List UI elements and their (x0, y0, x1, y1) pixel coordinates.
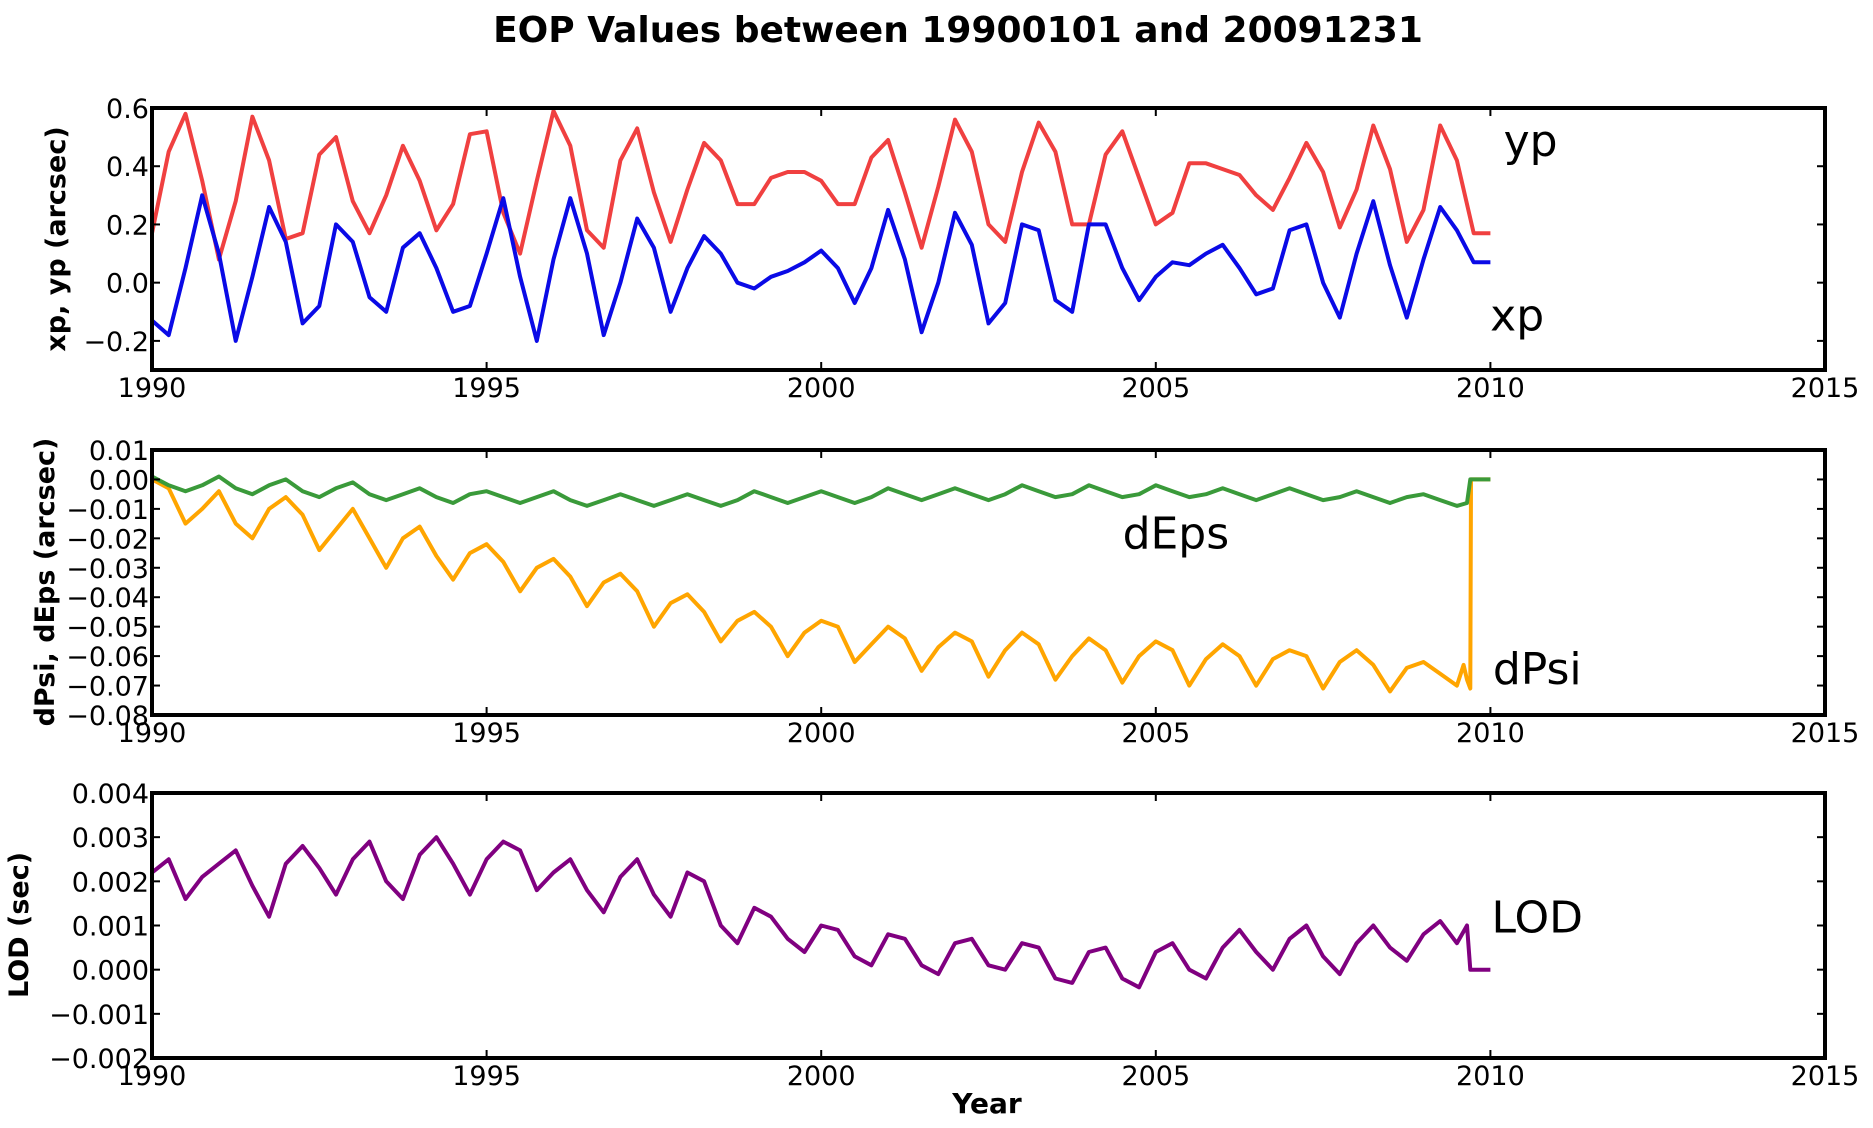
y-tick-label: −0.07 (66, 672, 149, 703)
y-tick-label: −0.08 (66, 701, 149, 732)
x-tick-label: 2005 (1121, 373, 1190, 404)
y-tick-label: 0.0 (106, 269, 149, 300)
y-tick-label: 0.000 (72, 956, 149, 987)
y-tick-label: −0.2 (83, 327, 149, 358)
panel-1-y-axis-label: xp, yp (arcsec) (41, 126, 72, 351)
series-dpsi-line (152, 477, 1491, 694)
panel-1: 1990 1995 2000 2005 2010 2015 0.6 0.4 0.2 0.0 −0.2… (41, 94, 1859, 404)
x-axis-label: Year (951, 1087, 1022, 1120)
y-tick-label: 0.2 (106, 210, 149, 241)
y-tick-label: 0.002 (72, 867, 149, 898)
y-tick-label: 0.001 (72, 912, 149, 943)
x-tick-label: 1995 (452, 373, 521, 404)
annotation-yp: yp (1504, 116, 1558, 167)
annotation-lod: LOD (1492, 893, 1583, 944)
series-lod-line (152, 835, 1491, 990)
x-tick-label: 1990 (118, 718, 187, 749)
x-tick-label: 2010 (1456, 373, 1525, 404)
panel-1-frame (150, 106, 1827, 372)
annotation-dpsi: dPsi (1493, 644, 1582, 695)
panel-2-y-axis-label: dPsi, dEps (arcsec) (30, 438, 61, 727)
x-tick-label: 2015 (1791, 373, 1860, 404)
x-tick-label: 1990 (118, 1061, 187, 1092)
x-tick-label: 2005 (1121, 718, 1190, 749)
chart-title: EOP Values between 19900101 and 20091231 (493, 10, 1423, 51)
y-tick-label: 0.6 (106, 94, 149, 125)
y-tick-label: 0.00 (89, 465, 149, 496)
x-tick-label: 2010 (1456, 718, 1525, 749)
panel-2: 1990 1995 2000 2005 2010 20150.010.00−0.01−0.… (30, 436, 1859, 749)
panel-2-frame (150, 448, 1827, 717)
y-tick-label: 0.004 (72, 779, 149, 810)
panels-group: 1990 1995 2000 2005 2010 2015 0.6 0.4 0.2 0.0 −0.2… (4, 94, 1859, 1092)
x-tick-label: 2000 (787, 373, 856, 404)
y-tick-label: 0.01 (89, 436, 149, 467)
y-tick-label: −0.03 (66, 554, 149, 585)
x-tick-label: 2015 (1791, 1061, 1860, 1092)
x-tick-label: 1990 (118, 373, 187, 404)
x-tick-label: 1995 (452, 1061, 521, 1092)
x-tick-label: 2010 (1456, 1061, 1525, 1092)
series-yp-line (152, 108, 1491, 262)
series-deps-line (152, 474, 1491, 508)
x-tick-label: 2005 (1121, 1061, 1190, 1092)
panel-3-y-axis-label: LOD (sec) (4, 852, 35, 998)
annotation-xp: xp (1490, 291, 1544, 342)
y-tick-label: −0.01 (66, 495, 149, 526)
y-tick-label: −0.02 (66, 524, 149, 555)
y-tick-label: −0.04 (66, 583, 149, 614)
y-tick-label: 0.4 (106, 152, 149, 183)
x-tick-label: 2000 (787, 1061, 856, 1092)
y-tick-label: −0.06 (66, 642, 149, 673)
x-tick-label: 2015 (1791, 718, 1860, 749)
y-tick-label: −0.002 (49, 1044, 149, 1075)
y-tick-label: −0.05 (66, 613, 149, 644)
series-xp-line (152, 193, 1491, 343)
annotation-deps: dEps (1123, 508, 1230, 559)
y-tick-label: 0.003 (72, 823, 149, 854)
x-tick-label: 2000 (787, 718, 856, 749)
y-tick-label: −0.001 (49, 1000, 149, 1031)
x-tick-label: 1995 (452, 718, 521, 749)
panel-3: 1990 1995 2000 2005 2010 2015 0.004 0.003 0.002 0… (4, 779, 1859, 1092)
